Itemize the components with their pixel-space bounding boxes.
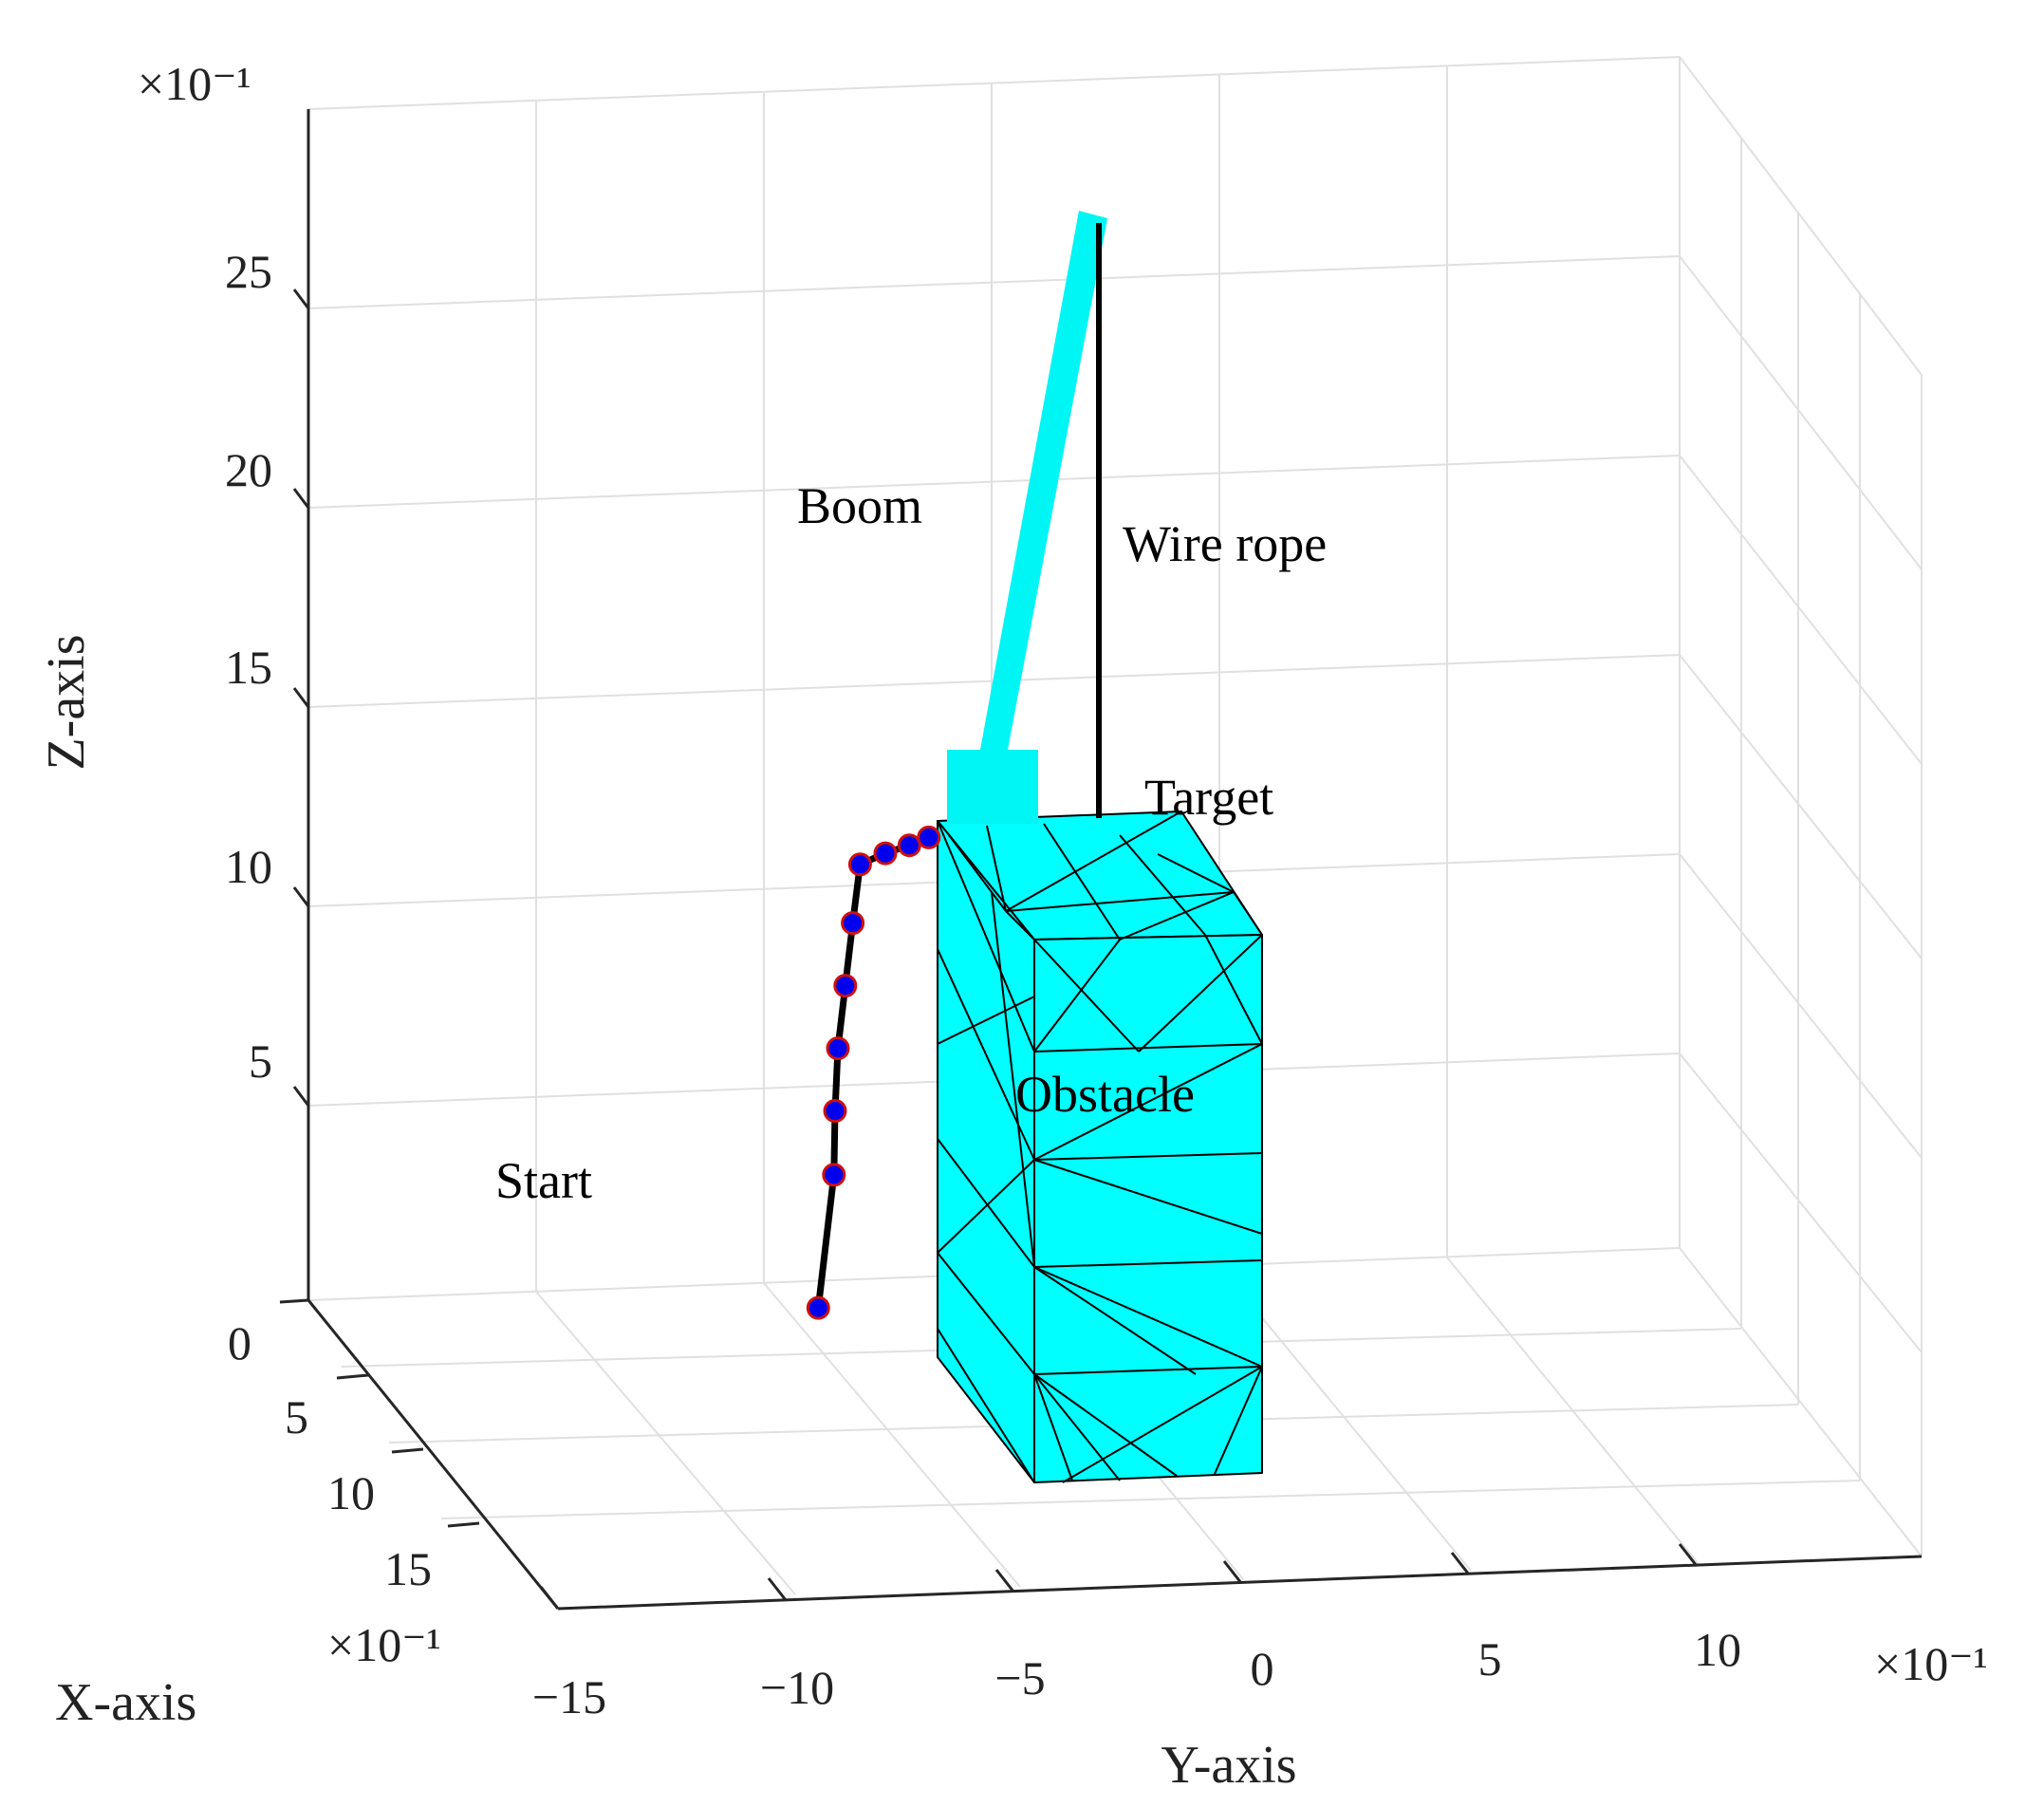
trajectory-point xyxy=(822,1163,846,1187)
obstacle-mesh-lines xyxy=(937,810,1263,1483)
x-tick-label: 0 xyxy=(228,1316,251,1369)
trajectory-point xyxy=(833,974,858,998)
boom-arm xyxy=(980,211,1107,750)
trajectory-line xyxy=(814,834,931,1309)
trajectory-point xyxy=(826,1036,850,1061)
y-tick-label: 0 xyxy=(1251,1642,1274,1695)
z-tick-label: 25 xyxy=(225,245,272,298)
z-tick-label: 15 xyxy=(225,641,272,694)
boom-base xyxy=(947,750,1038,824)
y-axis-label: Y-axis xyxy=(1161,1736,1296,1795)
y-tick-label: 10 xyxy=(1694,1623,1741,1676)
crane-boom xyxy=(947,211,1107,824)
x-tick-label: 15 xyxy=(384,1542,432,1595)
z-tick-label: 20 xyxy=(225,443,272,496)
y-tick-label: 5 xyxy=(1478,1632,1502,1686)
trajectory-point xyxy=(823,1099,847,1123)
trajectory-point xyxy=(897,833,921,858)
z-tick-labels: 5 10 15 20 25 xyxy=(225,245,272,1088)
trajectory-point xyxy=(841,911,865,936)
target-label: Target xyxy=(1144,769,1273,826)
x-tick-labels: 0 5 10 15 xyxy=(228,1316,432,1595)
trajectory-series xyxy=(806,825,941,1320)
wire-rope-label: Wire rope xyxy=(1123,515,1327,572)
y-tick-label: −5 xyxy=(994,1651,1045,1705)
x-tick-label: 5 xyxy=(285,1390,308,1444)
start-label: Start xyxy=(495,1152,592,1209)
z-exponent-label: ×10⁻¹ xyxy=(138,57,251,110)
trajectory-point xyxy=(806,1295,830,1320)
z-tick-label: 10 xyxy=(225,840,272,893)
obstacle-box xyxy=(937,810,1263,1483)
y-tick-label: −15 xyxy=(532,1670,606,1723)
boom-label: Boom xyxy=(797,477,922,534)
trajectory-point xyxy=(873,841,898,866)
grid-side-wall xyxy=(1679,56,1923,1557)
x-exponent-label: ×10⁻¹ xyxy=(327,1618,441,1671)
trajectory-point xyxy=(917,825,941,849)
obstacle-label: Obstacle xyxy=(1015,1066,1195,1123)
trajectory-markers xyxy=(806,825,941,1320)
trajectory-point xyxy=(847,852,872,877)
z-tick-label: 5 xyxy=(249,1034,272,1088)
y-tick-label: −10 xyxy=(760,1661,834,1714)
y-tick-labels: −15 −10 −5 0 5 10 xyxy=(532,1623,1741,1723)
tick-marks xyxy=(279,289,1699,1610)
x-axis-label: X-axis xyxy=(55,1673,196,1732)
obstacle-front-face xyxy=(1033,934,1263,1483)
x-tick-label: 10 xyxy=(327,1466,375,1519)
y-exponent-label: ×10⁻¹ xyxy=(1874,1637,1988,1690)
z-axis-label: Z-axis xyxy=(37,634,96,770)
